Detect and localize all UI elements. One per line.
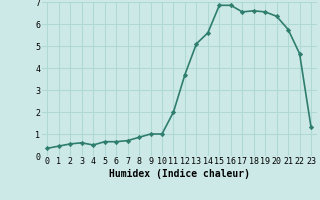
X-axis label: Humidex (Indice chaleur): Humidex (Indice chaleur) <box>109 169 250 179</box>
